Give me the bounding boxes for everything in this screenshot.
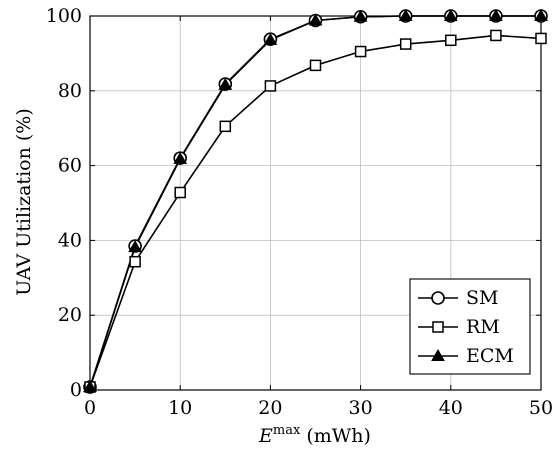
- data-point-rm: [129, 255, 141, 268]
- series-markers: [83, 8, 548, 394]
- legend-marker-ecm: [431, 348, 445, 361]
- legend-label-sm: SM: [466, 287, 498, 309]
- x-tick-label: 50: [529, 397, 553, 419]
- legend-label-ecm: ECM: [466, 345, 514, 367]
- data-point-rm: [309, 59, 322, 72]
- x-axis-unit: (mWh): [306, 425, 371, 447]
- data-point-rm: [490, 29, 502, 42]
- x-tick-label: 0: [84, 397, 96, 419]
- x-tick-label: 20: [258, 397, 282, 419]
- x-axis-symbol: E: [258, 425, 273, 447]
- data-point-ecm: [353, 9, 368, 22]
- data-point-ecm: [489, 8, 503, 21]
- data-point-ecm: [128, 240, 142, 253]
- y-tick-label: 60: [58, 155, 82, 177]
- legend: SM RM ECM: [409, 278, 531, 375]
- x-axis-label: Emax (mWh): [258, 423, 371, 447]
- data-point-rm: [354, 45, 367, 58]
- y-tick-label: 80: [58, 80, 82, 102]
- legend-label-rm: RM: [466, 316, 500, 338]
- y-tick-label: 100: [46, 5, 82, 27]
- x-tick-label: 30: [349, 397, 373, 419]
- y-tick-label: 20: [58, 304, 82, 326]
- y-tick-label: 40: [58, 229, 82, 251]
- data-point-ecm: [263, 32, 278, 45]
- data-point-rm: [264, 80, 277, 92]
- data-point-ecm: [398, 8, 413, 21]
- y-axis-label: UAV Utilization (%): [13, 108, 35, 296]
- x-axis-superscript: max: [273, 423, 301, 438]
- data-point-ecm: [443, 8, 458, 21]
- data-point-rm: [535, 32, 547, 45]
- data-point-ecm: [534, 8, 548, 21]
- data-point-rm: [219, 120, 232, 133]
- data-point-ecm: [218, 77, 233, 90]
- x-tick-label: 40: [439, 397, 463, 419]
- data-point-ecm: [173, 151, 188, 164]
- data-point-ecm: [83, 380, 97, 393]
- data-point-ecm: [308, 13, 323, 26]
- legend-marker-rm: [432, 321, 444, 333]
- legend-marker-sm: [431, 291, 445, 305]
- x-tick-label: 10: [168, 397, 192, 419]
- data-point-rm: [399, 38, 412, 50]
- y-tick-label: 0: [70, 379, 82, 401]
- data-point-rm: [445, 34, 457, 47]
- data-point-rm: [174, 186, 186, 199]
